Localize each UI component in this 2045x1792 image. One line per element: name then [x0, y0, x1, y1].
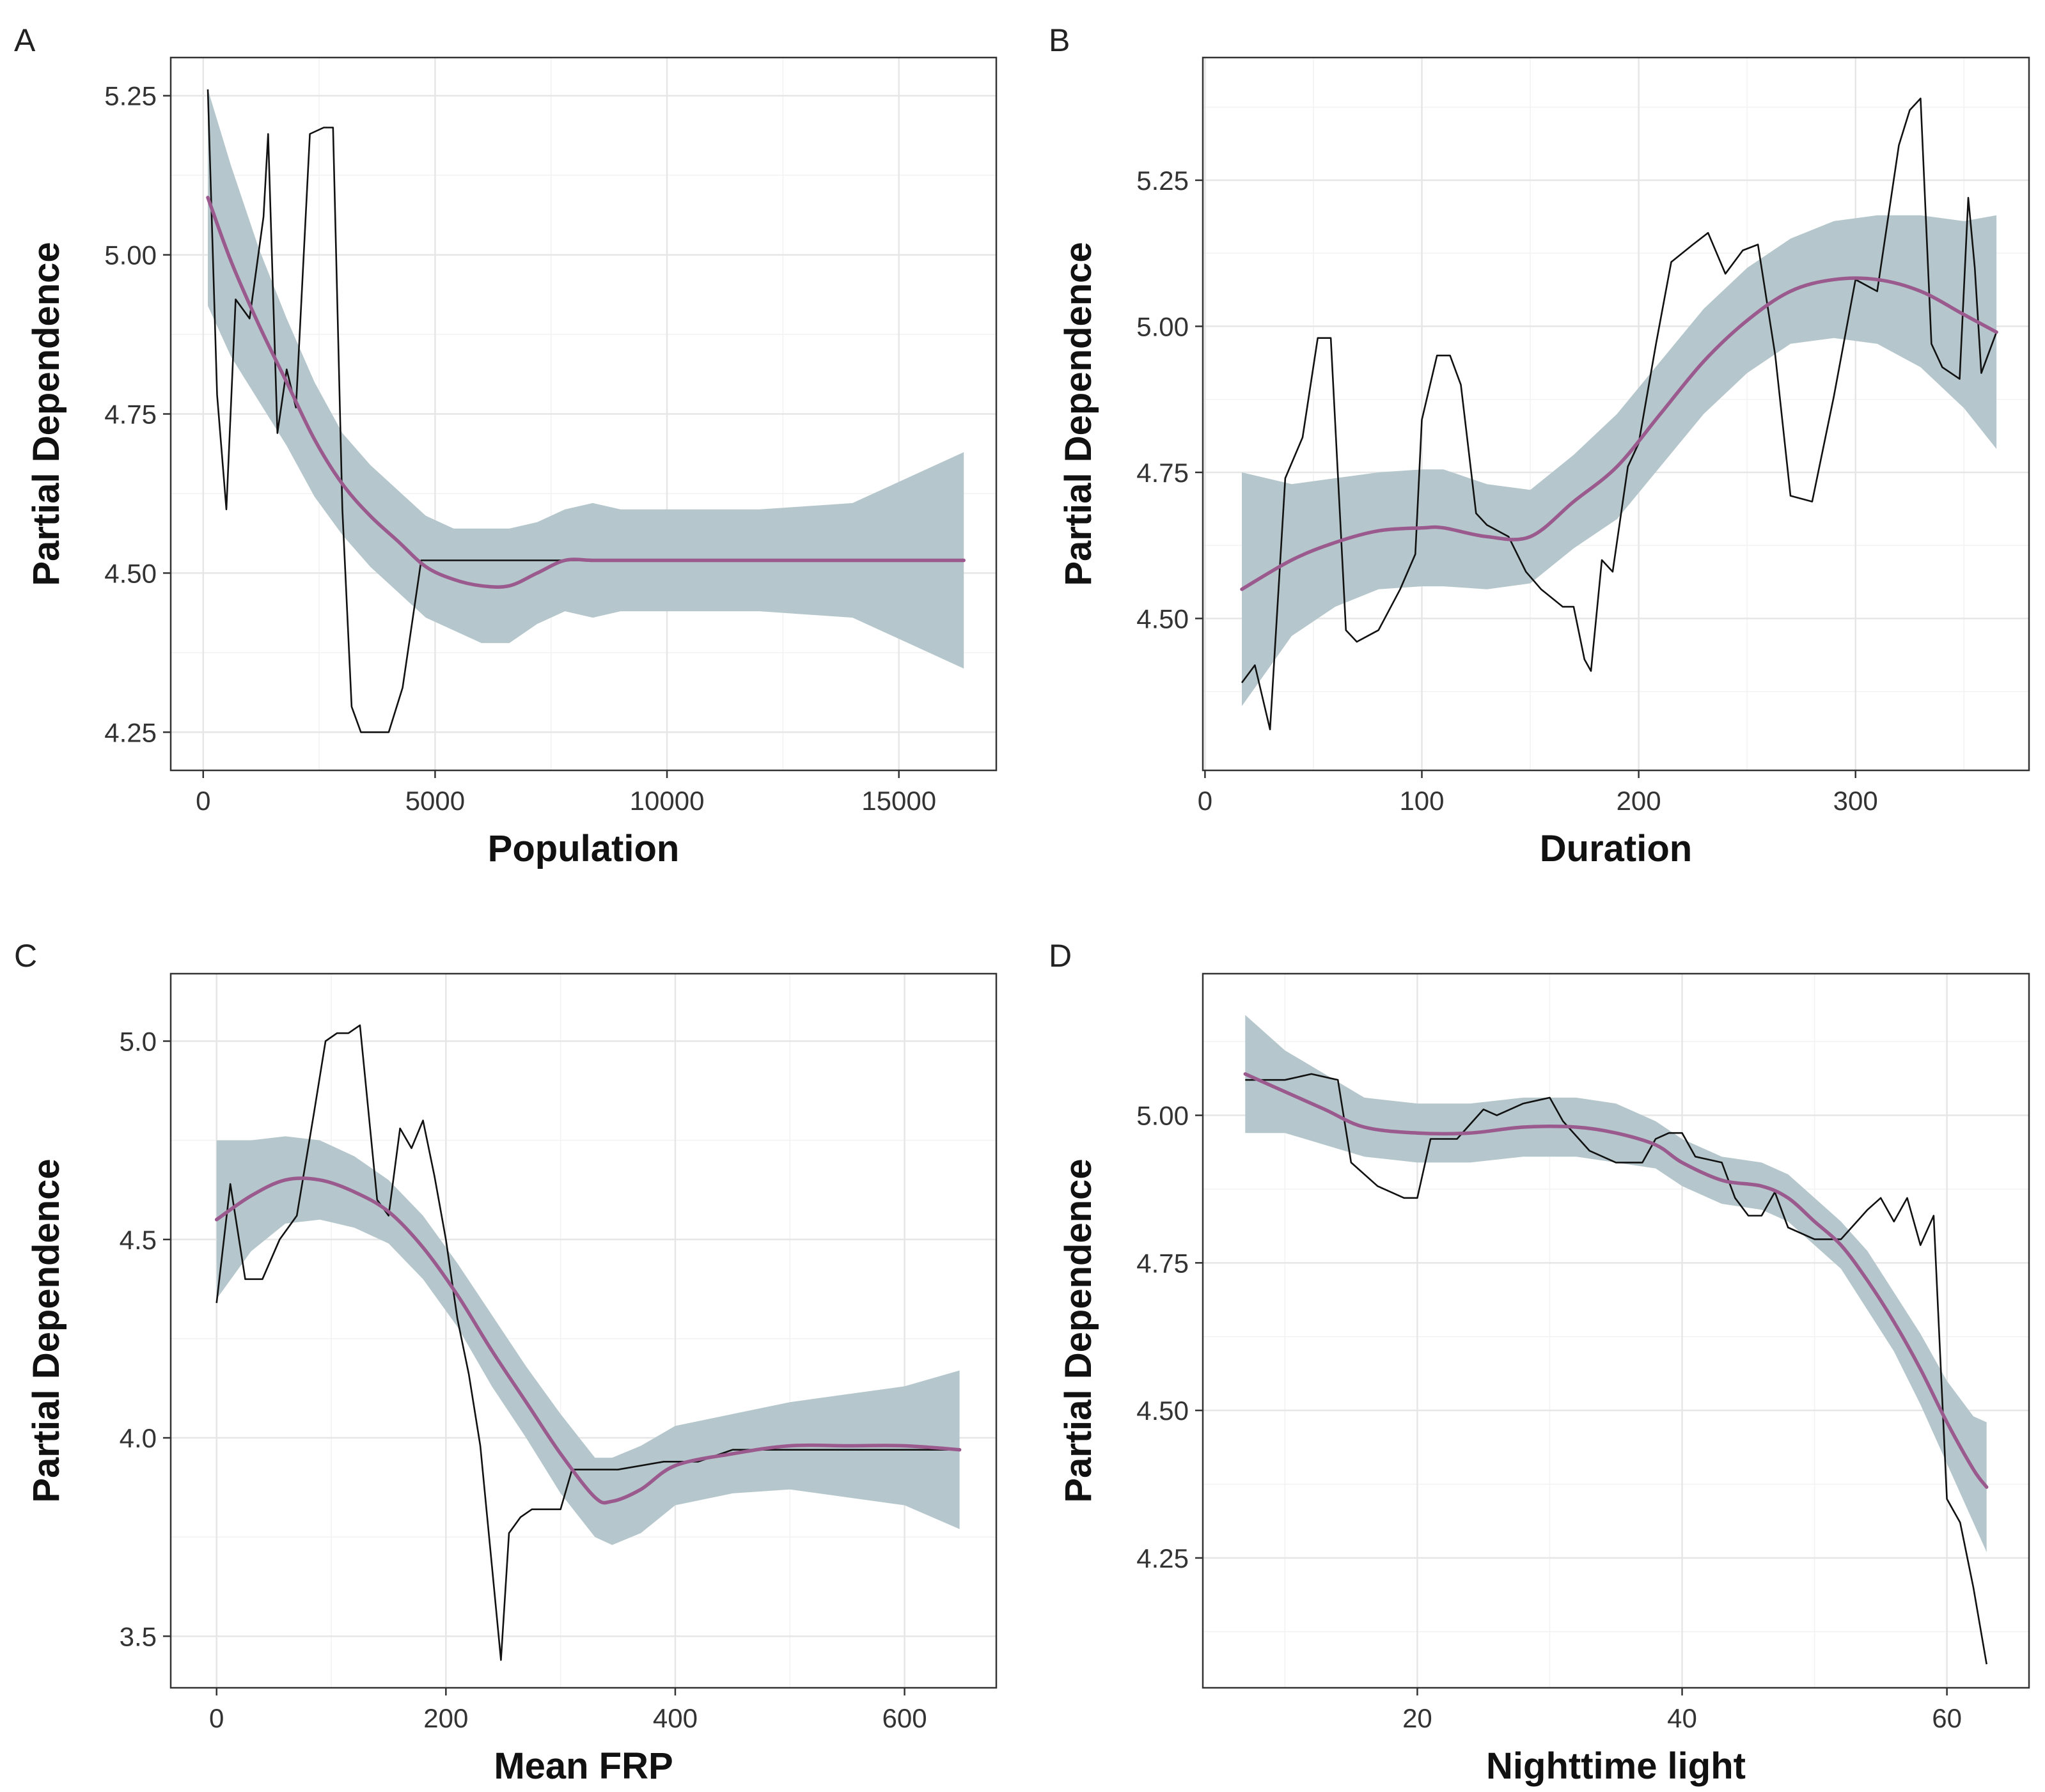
panel-d: D 20 40 60 4.25 4.50 4.75 5.00 Nighttime light Pa…: [1049, 938, 2030, 1787]
x-tick-label: 0: [196, 786, 210, 816]
x-tick-label: 200: [1617, 786, 1661, 816]
y-axis-title: Partial Dependence: [1058, 1158, 1099, 1502]
partial-dependence-line: [1241, 97, 1998, 731]
y-axis-title: Partial Dependence: [1058, 242, 1099, 586]
x-tick-label: 10000: [630, 786, 705, 816]
x-axis-title: Nighttime light: [1486, 1745, 1746, 1787]
y-tick-label: 4.50: [104, 558, 157, 588]
x-tick-label: 40: [1667, 1703, 1697, 1733]
partial-dependence-line: [207, 89, 668, 733]
confidence-band: [208, 89, 964, 669]
partial-dependence-line: [215, 1024, 960, 1661]
panel-letter: D: [1049, 938, 1072, 974]
y-tick-label: 4.50: [1136, 1396, 1189, 1426]
y-tick-label: 5.25: [104, 81, 157, 111]
y-tick-label: 5.00: [104, 240, 157, 270]
y-axis-title: Partial Dependence: [26, 1158, 67, 1502]
x-tick-label: 15000: [861, 786, 936, 816]
x-tick-label: 400: [653, 1703, 698, 1733]
x-axis-title: Mean FRP: [494, 1745, 673, 1787]
y-tick-label: 4.75: [104, 400, 157, 430]
y-tick-label: 4.25: [104, 717, 157, 747]
x-tick-label: 100: [1399, 786, 1444, 816]
confidence-band: [1242, 215, 1997, 706]
x-tick-label: 20: [1402, 1703, 1432, 1733]
smooth-fit-line: [206, 196, 966, 589]
y-tick-label: 4.75: [1136, 1248, 1189, 1278]
y-tick-label: 4.5: [120, 1225, 157, 1255]
x-tick-label: 200: [423, 1703, 468, 1733]
x-tick-label: 600: [882, 1703, 927, 1733]
y-tick-label: 3.5: [120, 1621, 157, 1651]
y-tick-label: 5.25: [1136, 166, 1189, 196]
panel-letter: C: [14, 938, 37, 974]
panel-c: C 0 200 400 600 3.5 4.0 4.5 5.0 Mean FRP Partial D…: [14, 938, 998, 1787]
x-tick-label: 0: [209, 1703, 224, 1733]
plot-frame: [1202, 56, 2030, 772]
y-tick-label: 5.0: [120, 1026, 157, 1056]
x-tick-label: 60: [1932, 1703, 1962, 1733]
confidence-band: [1245, 1015, 1987, 1552]
x-axis-title: Population: [488, 828, 680, 869]
plot-frame: [1202, 972, 2030, 1689]
y-axis-title: Partial Dependence: [26, 242, 67, 586]
smooth-fit-line: [1243, 1072, 1989, 1489]
panel-letter: B: [1049, 22, 1070, 58]
x-tick-label: 300: [1833, 786, 1878, 816]
y-tick-label: 4.75: [1136, 458, 1189, 488]
y-tick-label: 4.0: [120, 1423, 157, 1453]
panel-b: B 0 100 200 300 4.50 4.75 5.00 5.25 Duration Parti…: [1049, 22, 2030, 869]
y-tick-label: 4.25: [1136, 1543, 1189, 1573]
y-tick-label: 5.00: [1136, 1101, 1189, 1131]
panel-a: A 0 5000 10000 15000 4.25 4.50 4.75 5.00 5.25 Popu…: [14, 22, 998, 869]
confidence-band: [216, 1136, 960, 1545]
x-tick-label: 0: [1198, 786, 1212, 816]
smooth-fit-line: [1240, 276, 1998, 591]
y-tick-label: 5.00: [1136, 311, 1189, 341]
y-tick-label: 4.50: [1136, 604, 1189, 634]
smooth-fit-line: [214, 1176, 962, 1505]
panel-letter: A: [14, 22, 36, 58]
x-tick-label: 5000: [405, 786, 465, 816]
x-axis-title: Duration: [1540, 828, 1692, 869]
partial-dependence-line: [1245, 1073, 1987, 1665]
plot-frame: [169, 972, 998, 1689]
